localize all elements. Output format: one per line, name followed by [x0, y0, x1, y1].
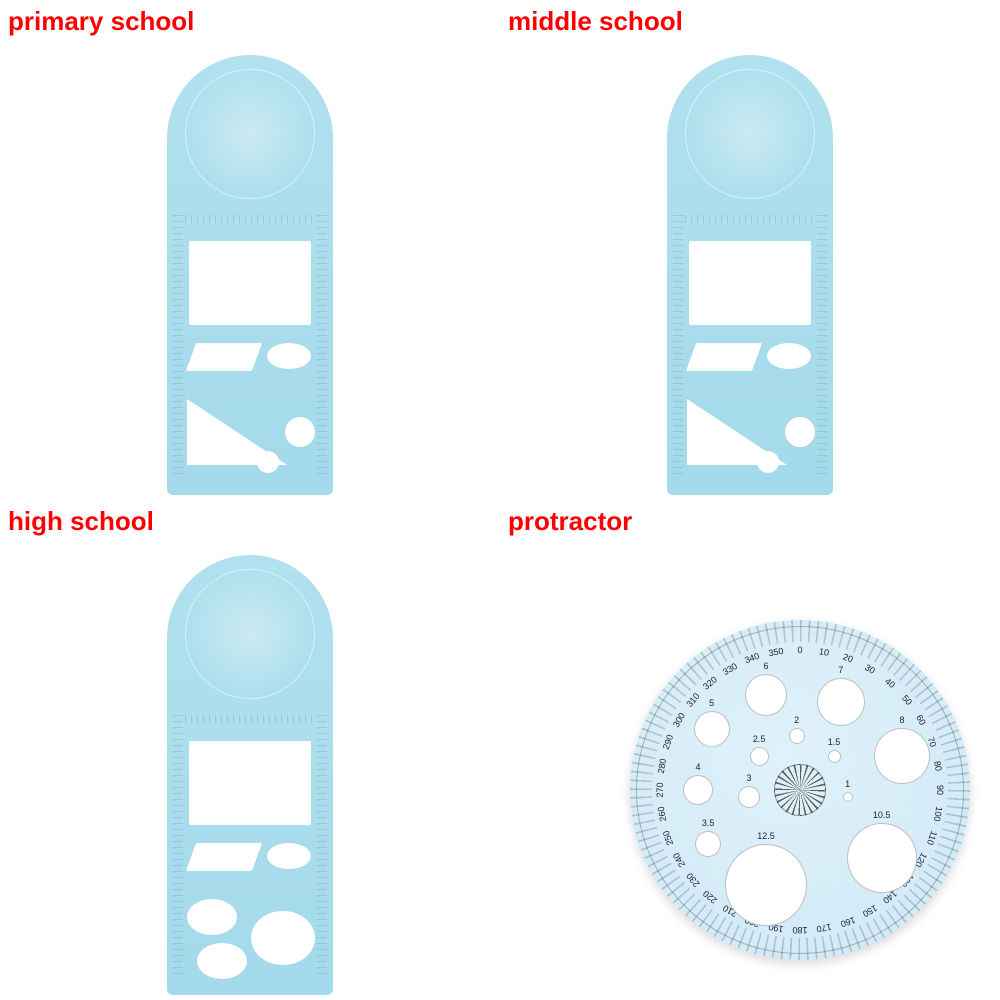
product-grid: primary school middle school — [0, 0, 1000, 1000]
degree-label: 80 — [932, 760, 944, 772]
template-size-label: 10.5 — [873, 810, 891, 820]
cutout-ellipse — [267, 843, 311, 869]
ruler-primary — [167, 55, 333, 495]
template-circle — [817, 678, 865, 726]
template-circle — [750, 747, 769, 766]
template-size-label: 5 — [709, 698, 714, 708]
cutout-rectangle — [189, 241, 311, 325]
template-circle — [694, 711, 730, 747]
cutout-ellipse — [187, 899, 237, 935]
degree-label: 270 — [655, 782, 665, 797]
template-size-label: 4 — [695, 762, 700, 772]
degree-label: 180 — [792, 925, 807, 935]
protractor-head-icon — [185, 569, 315, 699]
cutout-parallelogram — [686, 343, 762, 371]
cell-protractor: protractor 01020304050607080901001101201… — [500, 500, 1000, 1000]
ruler-high — [167, 555, 333, 995]
protractor-full: 0102030405060708090100110120130140150160… — [630, 620, 970, 960]
cutout-circle — [785, 417, 815, 447]
cutout-circle — [285, 417, 315, 447]
cutout-ellipse — [267, 343, 311, 369]
center-rosette-icon — [774, 764, 826, 816]
template-size-label: 2 — [794, 715, 799, 725]
template-circle — [745, 674, 787, 716]
degree-label: 10 — [818, 646, 830, 658]
cutout-parallelogram — [186, 343, 262, 371]
protractor-head-icon — [185, 69, 315, 199]
template-size-label: 3 — [746, 773, 751, 783]
template-size-label: 1 — [845, 779, 850, 789]
cutout-ellipse — [251, 911, 315, 965]
label-high: high school — [8, 506, 154, 537]
cutout-ellipse — [767, 343, 811, 369]
template-circle — [725, 844, 807, 926]
template-circle — [789, 728, 805, 744]
template-circle — [847, 823, 917, 893]
template-size-label: 3.5 — [702, 818, 715, 828]
cutout-rectangle — [189, 741, 311, 825]
label-protractor: protractor — [508, 506, 632, 537]
ruler-middle — [667, 55, 833, 495]
cell-primary: primary school — [0, 0, 500, 500]
cell-high: high school — [0, 500, 500, 1000]
degree-label: 90 — [935, 785, 945, 795]
template-circle — [874, 728, 930, 784]
label-middle: middle school — [508, 6, 683, 37]
template-circle — [843, 792, 853, 802]
template-circle — [683, 775, 713, 805]
template-size-label: 7 — [838, 665, 843, 675]
cutout-circle — [257, 451, 279, 473]
cutout-circle — [757, 451, 779, 473]
template-circle — [738, 786, 760, 808]
template-size-label: 2.5 — [753, 734, 766, 744]
template-circle — [828, 750, 841, 763]
template-size-label: 6 — [763, 661, 768, 671]
label-primary: primary school — [8, 6, 194, 37]
cell-middle: middle school — [500, 0, 1000, 500]
protractor-head-icon — [685, 69, 815, 199]
template-size-label: 8 — [899, 715, 904, 725]
cutout-rectangle — [689, 241, 811, 325]
degree-label: 0 — [797, 645, 802, 655]
cutout-parallelogram — [186, 843, 262, 871]
template-size-label: 12.5 — [757, 831, 775, 841]
cutout-ellipse — [197, 943, 247, 979]
template-size-label: 1.5 — [828, 737, 841, 747]
